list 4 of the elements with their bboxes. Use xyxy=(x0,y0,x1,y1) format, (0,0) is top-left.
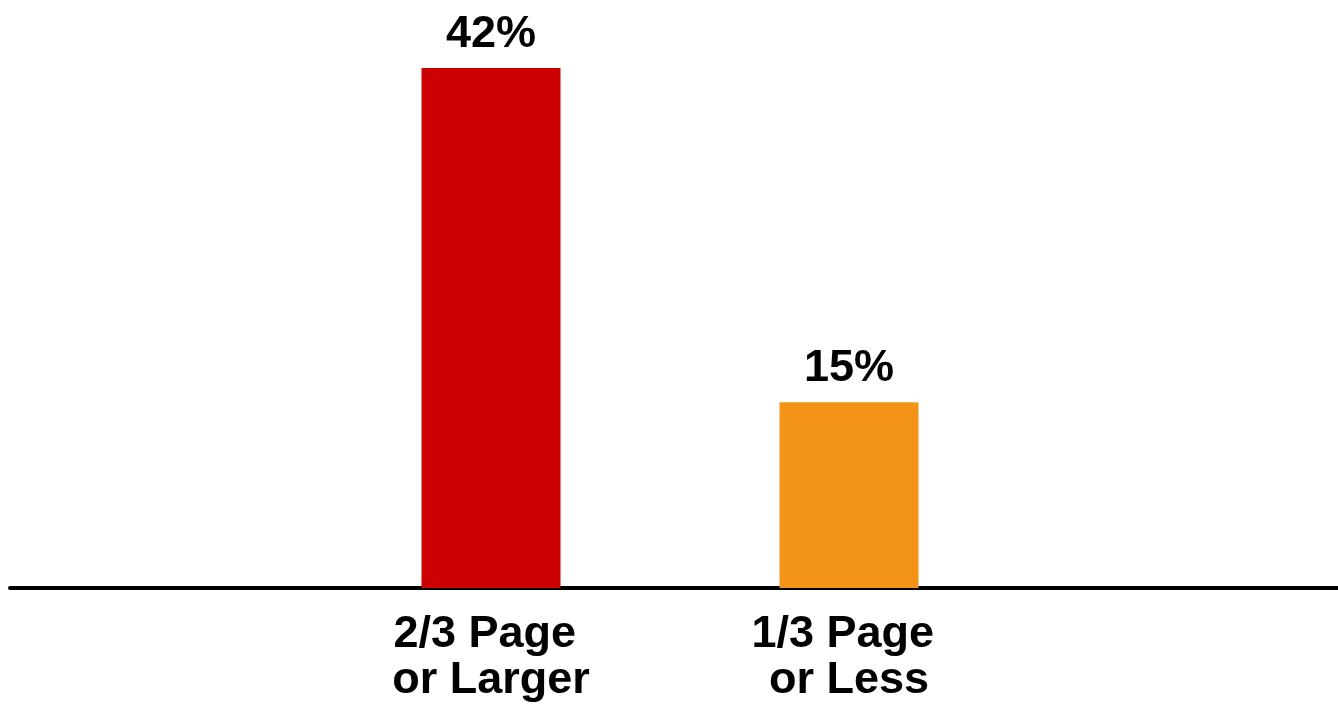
x-tick-label: 1/3 Page or Less xyxy=(751,605,947,703)
data-label: 15% xyxy=(803,340,895,392)
x-tick-label: 2/3 Page or Larger xyxy=(392,605,590,703)
data-label: 42% xyxy=(445,6,537,57)
